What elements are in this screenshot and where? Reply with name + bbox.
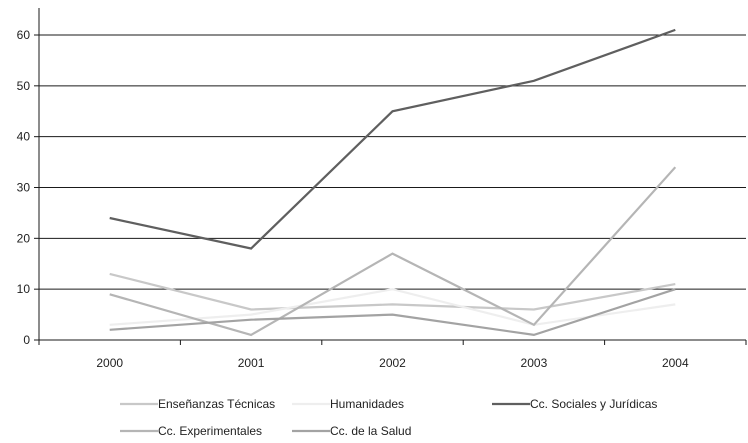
x-tick-label: 2004: [662, 356, 689, 370]
series-line-4: [109, 288, 676, 337]
legend-item: Cc. Experimentales: [120, 424, 262, 438]
y-tick-label: 40: [17, 130, 31, 144]
legend-label: Cc. Sociales y Jurídicas: [530, 397, 657, 411]
gridlines: [39, 34, 746, 290]
axes: 0 10 20 30 40 50 60 2000 2001 2002 2003 2004: [17, 8, 747, 370]
legend-item: Humanidades: [292, 397, 404, 411]
x-tick-label: 2002: [379, 356, 406, 370]
y-tick-label: 60: [17, 28, 31, 42]
series-line-3: [109, 166, 677, 337]
series-lines: [109, 28, 677, 337]
x-tick-label: 2000: [96, 356, 123, 370]
legend-item: Cc. Sociales y Jurídicas: [492, 397, 657, 411]
series-line-2: [109, 28, 676, 250]
legend-item: Enseñanzas Técnicas: [120, 397, 275, 411]
series-line-1: [109, 288, 676, 326]
legend: Enseñanzas Técnicas Humanidades Cc. Social…: [120, 397, 657, 438]
legend-item: Cc. de la Salud: [292, 424, 411, 438]
y-tick-label: 0: [23, 333, 30, 347]
y-tick-label: 30: [17, 181, 31, 195]
x-tick-label: 2001: [238, 356, 265, 370]
series-line-0: [109, 272, 676, 311]
legend-label: Cc. Experimentales: [158, 424, 262, 438]
legend-label: Humanidades: [330, 397, 404, 411]
y-tick-label: 50: [17, 79, 31, 93]
x-tick-label: 2003: [521, 356, 548, 370]
legend-label: Enseñanzas Técnicas: [158, 397, 275, 411]
legend-label: Cc. de la Salud: [330, 424, 411, 438]
y-tick-label: 20: [17, 231, 31, 245]
y-tick-label: 10: [17, 282, 31, 296]
